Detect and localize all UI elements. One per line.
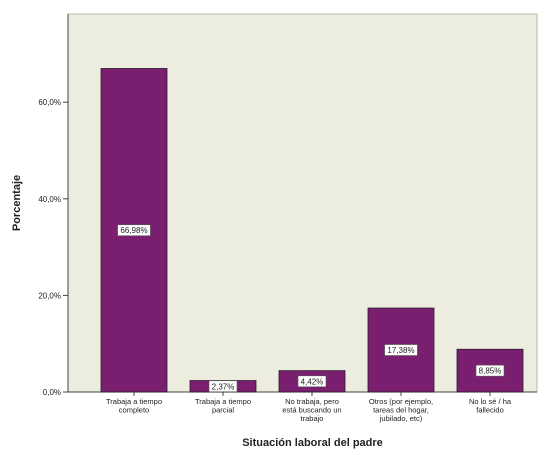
data-label: 17,38% — [387, 346, 414, 355]
data-label: 66,98% — [120, 226, 147, 235]
x-tick-labels: Trabaja a tiempo completo Trabaja a tiempo… — [106, 397, 512, 423]
y-axis-title: Porcentaje — [11, 175, 23, 231]
x-tick-label: No lo sé / ha fallecido — [469, 397, 512, 415]
y-tick-label: 40,0% — [38, 195, 61, 204]
data-label: 8,85% — [479, 367, 502, 376]
data-label: 4,42% — [301, 377, 324, 386]
x-axis-title: Situación laboral del padre — [242, 437, 383, 449]
x-tick-label: Otros (por ejemplo, tareas del hogar, jubi… — [369, 397, 433, 423]
x-tick-label: No trabaja, pero está buscando un trabajo — [282, 397, 341, 423]
y-tick-labels: 0,0% 20,0% 40,0% 60,0% — [38, 98, 61, 397]
x-tick-label: Trabaja a tiempo completo — [106, 397, 162, 415]
x-tick-label: Trabaja a tiempo parcial — [195, 397, 251, 415]
data-label-box — [384, 344, 418, 356]
data-label-box — [475, 364, 505, 377]
data-label-box — [117, 224, 151, 237]
value-labels: 66,98% 2,37% 4,42% 17,38% 8,85% — [117, 224, 505, 393]
y-tick-label: 60,0% — [38, 98, 61, 107]
data-label: 2,37% — [212, 382, 235, 391]
data-label-box — [297, 375, 327, 388]
bars — [100, 68, 524, 393]
y-tick-label: 0,0% — [43, 388, 61, 397]
y-tick-label: 20,0% — [38, 291, 61, 300]
data-label-box — [208, 380, 238, 393]
